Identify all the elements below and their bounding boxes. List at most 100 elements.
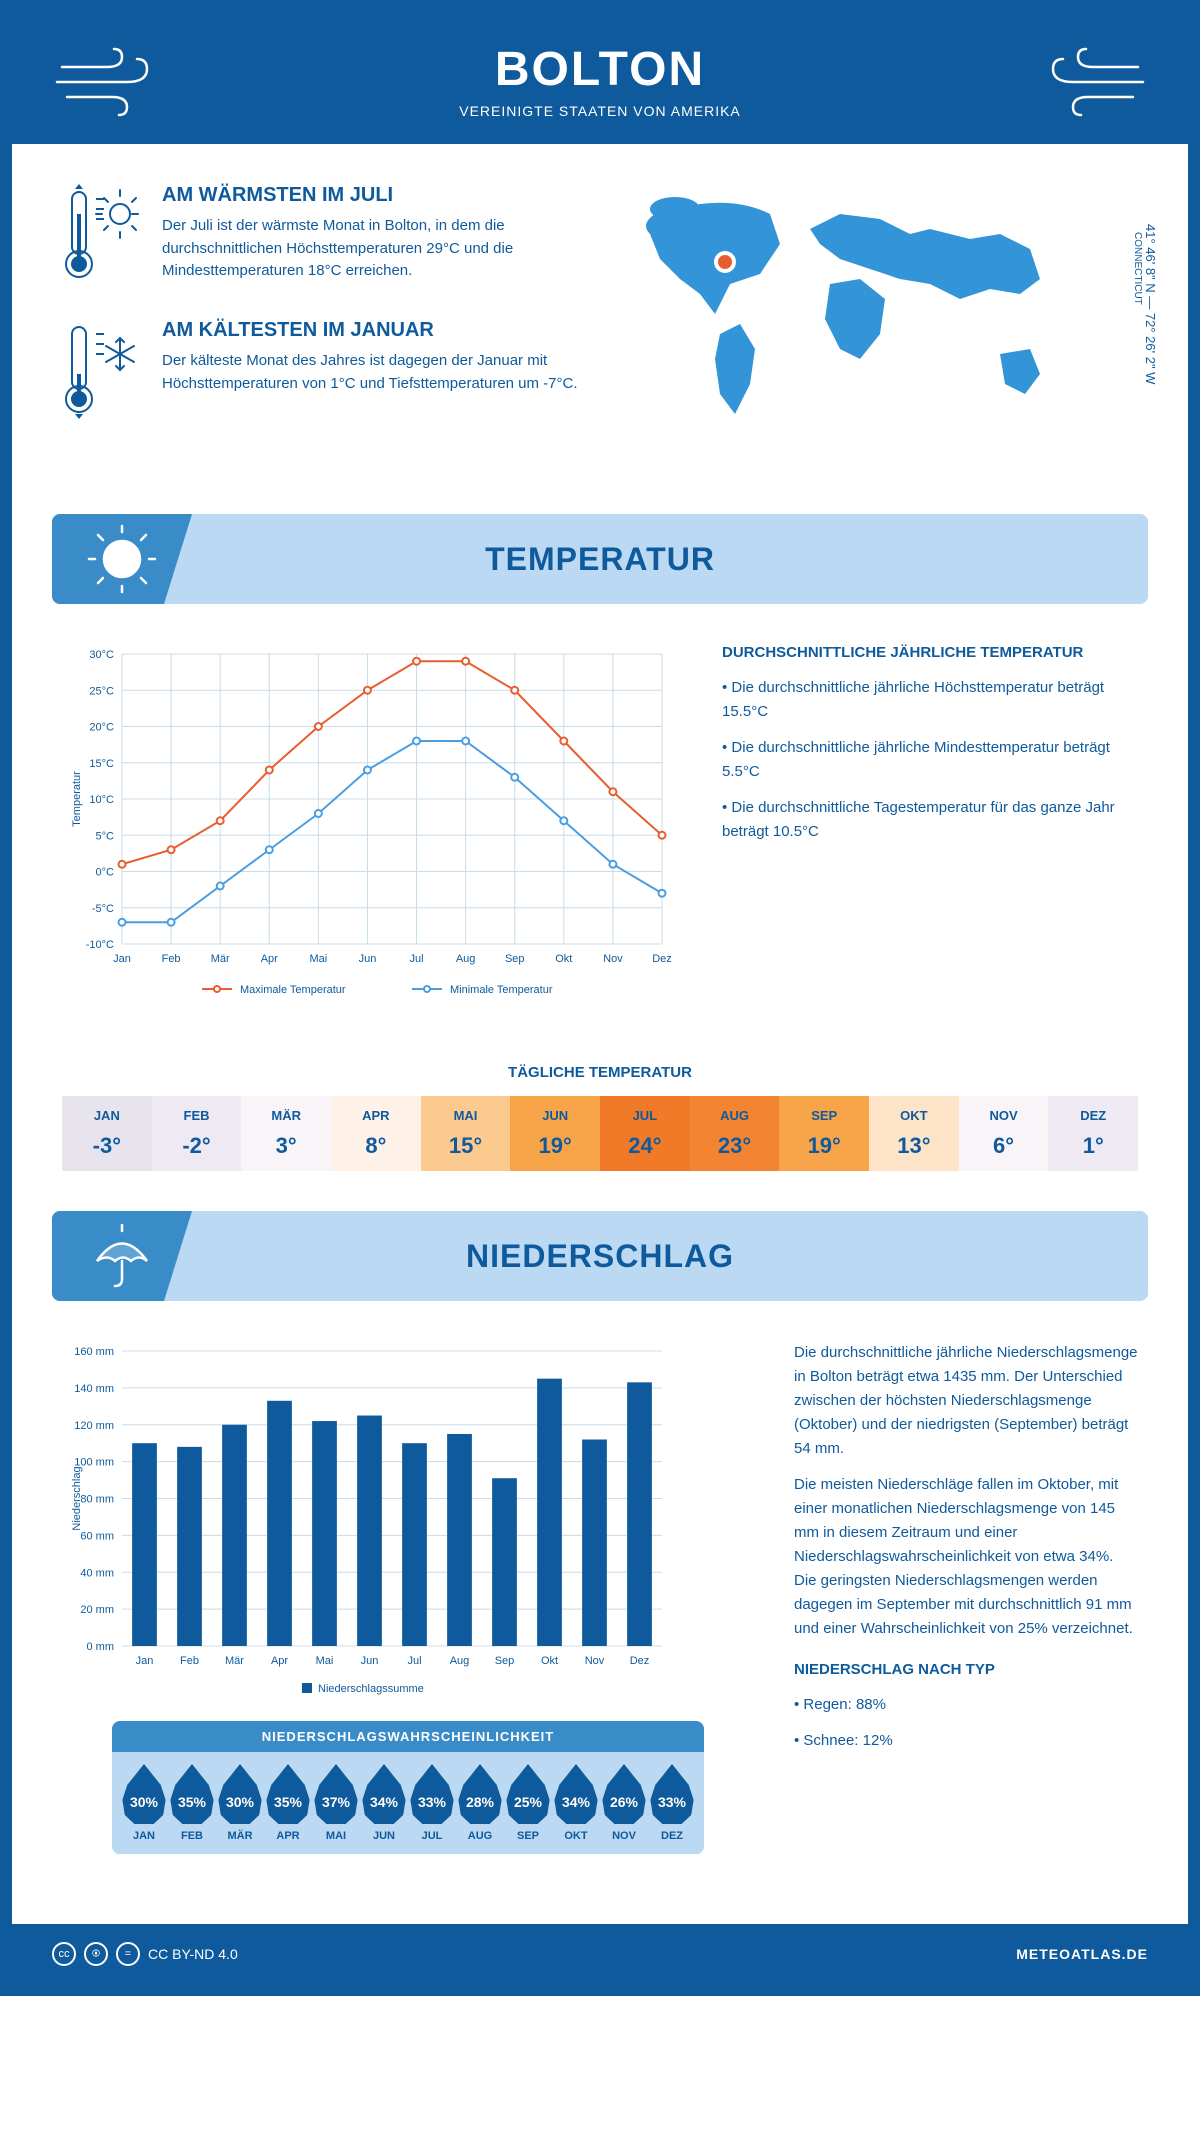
svg-text:Okt: Okt xyxy=(541,1655,558,1667)
temp-cell: DEZ1° xyxy=(1048,1096,1138,1171)
temp-cell: JUN19° xyxy=(510,1096,600,1171)
svg-text:-5°C: -5°C xyxy=(92,903,114,915)
cold-text: Der kälteste Monat des Jahres ist dagege… xyxy=(162,350,580,395)
svg-text:Feb: Feb xyxy=(180,1655,199,1667)
svg-text:5°C: 5°C xyxy=(96,830,115,842)
temp-cell: NOV6° xyxy=(959,1096,1049,1171)
svg-text:0 mm: 0 mm xyxy=(87,1641,115,1653)
intro-section: AM WÄRMSTEN IM JULI Der Juli ist der wär… xyxy=(12,144,1188,494)
prob-cell: 34%OKT xyxy=(552,1764,600,1842)
svg-text:Dez: Dez xyxy=(630,1655,650,1667)
prob-heading: NIEDERSCHLAGSWAHRSCHEINLICHKEIT xyxy=(112,1721,704,1752)
svg-text:-10°C: -10°C xyxy=(86,939,114,951)
prob-cell: 35%APR xyxy=(264,1764,312,1842)
by-icon: 🅯 xyxy=(84,1942,108,1966)
precip-type-heading: NIEDERSCHLAG NACH TYP xyxy=(794,1661,1138,1678)
temp-cell: MAI15° xyxy=(421,1096,511,1171)
cc-icon: cc xyxy=(52,1942,76,1966)
prob-cell: 30%MÄR xyxy=(216,1764,264,1842)
prob-cell: 25%SEP xyxy=(504,1764,552,1842)
svg-text:Nov: Nov xyxy=(603,953,623,965)
temp-heading: TEMPERATUR xyxy=(485,541,715,578)
precip-snow: • Schnee: 12% xyxy=(794,1729,1138,1753)
svg-text:60 mm: 60 mm xyxy=(80,1530,114,1542)
svg-text:Apr: Apr xyxy=(261,953,278,965)
prob-cell: 37%MAI xyxy=(312,1764,360,1842)
svg-text:Niederschlag: Niederschlag xyxy=(71,1466,83,1530)
precip-text: Die durchschnittliche jährliche Niedersc… xyxy=(794,1341,1138,1854)
svg-text:Dez: Dez xyxy=(652,953,672,965)
precip-banner: NIEDERSCHLAG xyxy=(52,1211,1148,1301)
svg-text:Nov: Nov xyxy=(585,1655,605,1667)
prob-cell: 33%JUL xyxy=(408,1764,456,1842)
license: cc 🅯 = CC BY-ND 4.0 xyxy=(52,1942,238,1966)
header: BOLTON VEREINIGTE STAATEN VON AMERIKA xyxy=(12,12,1188,144)
temp-banner: TEMPERATUR xyxy=(52,514,1148,604)
svg-text:Jan: Jan xyxy=(113,953,131,965)
svg-text:Aug: Aug xyxy=(456,953,476,965)
svg-text:120 mm: 120 mm xyxy=(74,1420,114,1432)
svg-text:Mai: Mai xyxy=(309,953,327,965)
warm-block: AM WÄRMSTEN IM JULI Der Juli ist der wär… xyxy=(62,184,580,284)
svg-text:Jan: Jan xyxy=(136,1655,154,1667)
warm-text: Der Juli ist der wärmste Monat in Bolton… xyxy=(162,215,580,283)
svg-text:160 mm: 160 mm xyxy=(74,1346,114,1358)
temp-cell: MÄR3° xyxy=(241,1096,331,1171)
svg-text:Jul: Jul xyxy=(407,1655,421,1667)
thermometer-hot-icon xyxy=(62,184,142,284)
svg-text:Jun: Jun xyxy=(361,1655,379,1667)
svg-text:20°C: 20°C xyxy=(89,722,114,734)
svg-text:10°C: 10°C xyxy=(89,794,114,806)
svg-text:Sep: Sep xyxy=(495,1655,515,1667)
warm-heading: AM WÄRMSTEN IM JULI xyxy=(162,184,580,207)
footer: cc 🅯 = CC BY-ND 4.0 METEOATLAS.DE xyxy=(12,1924,1188,1984)
temp-cell: AUG23° xyxy=(690,1096,780,1171)
svg-text:Maximale Temperatur: Maximale Temperatur xyxy=(240,984,346,996)
page-title: BOLTON xyxy=(12,42,1188,97)
svg-text:Feb: Feb xyxy=(162,953,181,965)
prob-cell: 34%JUN xyxy=(360,1764,408,1842)
prob-cell: 30%JAN xyxy=(120,1764,168,1842)
temp-summary-heading: DURCHSCHNITTLICHE JÄHRLICHE TEMPERATUR xyxy=(722,644,1138,661)
sun-icon xyxy=(52,514,192,604)
precip-p1: Die durchschnittliche jährliche Niedersc… xyxy=(794,1341,1138,1461)
svg-text:Temperatur: Temperatur xyxy=(71,771,83,827)
temp-summary: DURCHSCHNITTLICHE JÄHRLICHE TEMPERATUR •… xyxy=(722,644,1138,1004)
umbrella-icon xyxy=(52,1211,192,1301)
daily-temp-heading: TÄGLICHE TEMPERATUR xyxy=(62,1064,1138,1081)
svg-text:Mär: Mär xyxy=(211,953,230,965)
svg-text:Okt: Okt xyxy=(555,953,572,965)
svg-text:140 mm: 140 mm xyxy=(74,1383,114,1395)
thermometer-cold-icon xyxy=(62,319,142,419)
svg-text:20 mm: 20 mm xyxy=(80,1604,114,1616)
precip-rain: • Regen: 88% xyxy=(794,1693,1138,1717)
temp-cell: JAN-3° xyxy=(62,1096,152,1171)
svg-text:Aug: Aug xyxy=(450,1655,470,1667)
state-label: CONNECTICUT xyxy=(1132,232,1143,384)
nd-icon: = xyxy=(116,1942,140,1966)
coords-value: 41° 46' 8" N — 72° 26' 2" W xyxy=(1143,224,1158,384)
world-map: 41° 46' 8" N — 72° 26' 2" W CONNECTICUT xyxy=(620,184,1138,454)
precip-chart-section: 0 mm20 mm40 mm60 mm80 mm100 mm120 mm140 … xyxy=(12,1301,1188,1894)
svg-text:15°C: 15°C xyxy=(89,758,114,770)
svg-text:Mai: Mai xyxy=(316,1655,334,1667)
temp-bullet: • Die durchschnittliche Tagestemperatur … xyxy=(722,796,1138,844)
license-text: CC BY-ND 4.0 xyxy=(148,1946,238,1962)
coordinates: 41° 46' 8" N — 72° 26' 2" W CONNECTICUT xyxy=(1132,224,1158,384)
svg-text:30°C: 30°C xyxy=(89,649,114,661)
svg-text:Jul: Jul xyxy=(410,953,424,965)
temp-cell: APR8° xyxy=(331,1096,421,1171)
page-subtitle: VEREINIGTE STAATEN VON AMERIKA xyxy=(12,103,1188,119)
page: BOLTON VEREINIGTE STAATEN VON AMERIKA AM… xyxy=(0,0,1200,1996)
temp-cell: FEB-2° xyxy=(152,1096,242,1171)
intro-text: AM WÄRMSTEN IM JULI Der Juli ist der wär… xyxy=(62,184,580,454)
prob-cell: 35%FEB xyxy=(168,1764,216,1842)
temp-cell: SEP19° xyxy=(779,1096,869,1171)
precip-chart: 0 mm20 mm40 mm60 mm80 mm100 mm120 mm140 … xyxy=(62,1341,754,1854)
precip-heading: NIEDERSCHLAG xyxy=(466,1238,734,1275)
svg-text:Niederschlagssumme: Niederschlagssumme xyxy=(318,1683,424,1695)
cold-block: AM KÄLTESTEN IM JANUAR Der kälteste Mona… xyxy=(62,319,580,419)
temp-bullet: • Die durchschnittliche jährliche Mindes… xyxy=(722,736,1138,784)
svg-text:0°C: 0°C xyxy=(96,867,115,879)
prob-cell: 33%DEZ xyxy=(648,1764,696,1842)
